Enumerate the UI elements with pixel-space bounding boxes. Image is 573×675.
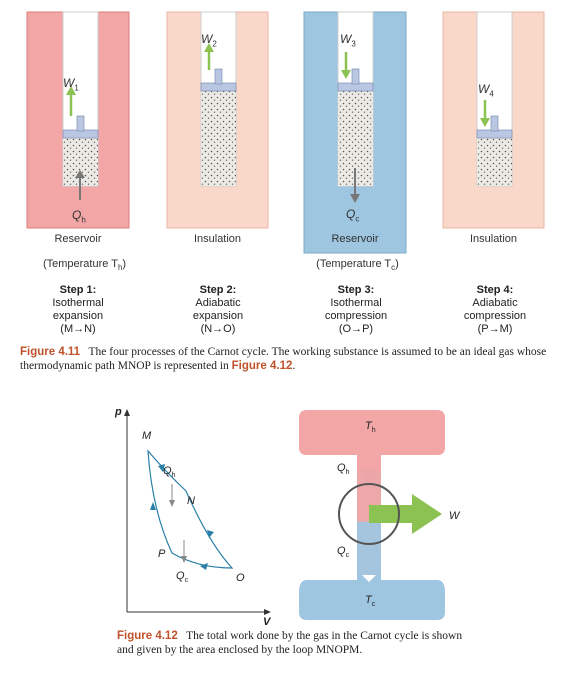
box-label-1: Reservoir bbox=[54, 233, 102, 245]
p-axis-label: p bbox=[115, 406, 122, 418]
w1-label: W1 bbox=[63, 76, 79, 93]
cold-reservoir bbox=[299, 570, 445, 620]
engine-w-label: W bbox=[449, 510, 460, 522]
heat-engine-schematic bbox=[299, 410, 445, 620]
v-axis-label: V bbox=[263, 616, 271, 628]
w2-label: W2 bbox=[201, 32, 217, 49]
engine-th-label: Th bbox=[365, 420, 376, 435]
pv-qh-label: Qh bbox=[163, 465, 176, 480]
point-n: N bbox=[187, 495, 195, 507]
hot-reservoir bbox=[299, 410, 445, 484]
pv-diagram bbox=[124, 409, 271, 615]
engine-circle bbox=[338, 483, 400, 545]
box-label-3: Reservoir bbox=[331, 233, 379, 245]
temp-label-hot: (Temperature Th) bbox=[42, 258, 127, 273]
engine-qc-label: Qc bbox=[337, 545, 350, 560]
gas-4 bbox=[477, 138, 512, 186]
engine-qh-label: Qh bbox=[337, 462, 350, 477]
qh-label-1: Qh bbox=[72, 208, 86, 225]
w3-label: W3 bbox=[340, 32, 356, 49]
figure-4-12-link[interactable]: Figure 4.12 bbox=[231, 360, 293, 372]
work-output-arrow bbox=[369, 494, 442, 534]
step-1-text: Step 1: Isothermal expansion (M→N) bbox=[52, 284, 104, 335]
panel-4-insulation bbox=[442, 11, 545, 229]
engine-tc-label: Tc bbox=[365, 594, 376, 609]
panel-3-reservoir bbox=[303, 11, 407, 254]
point-m: M bbox=[142, 430, 152, 442]
w4-label: W4 bbox=[478, 82, 494, 99]
qc-label-3: Qc bbox=[346, 207, 360, 224]
figure-4-11-caption: Figure 4.11 The four processes of the Ca… bbox=[20, 346, 547, 372]
cycle-loop bbox=[147, 449, 234, 569]
box-label-4: Insulation bbox=[469, 233, 518, 245]
box-label-2: Insulation bbox=[193, 233, 242, 245]
gas-2 bbox=[201, 91, 236, 186]
figure-4-12-caption: Figure 4.12 The total work done by the g… bbox=[117, 630, 463, 656]
step-4-text: Step 4: Adiabatic compression (P→M) bbox=[463, 284, 527, 335]
temp-label-cold: (Temperature Tc) bbox=[316, 258, 399, 273]
step-2-text: Step 2: Adiabatic expansion (N→O) bbox=[192, 284, 244, 335]
pv-qc-label: Qc bbox=[176, 570, 189, 585]
point-o: O bbox=[236, 572, 245, 584]
panel-2-insulation bbox=[166, 11, 269, 229]
step-3-text: Step 3: Isothermal compression (O→P) bbox=[324, 284, 388, 335]
point-p: P bbox=[158, 548, 166, 560]
panel-1-reservoir bbox=[26, 11, 130, 229]
